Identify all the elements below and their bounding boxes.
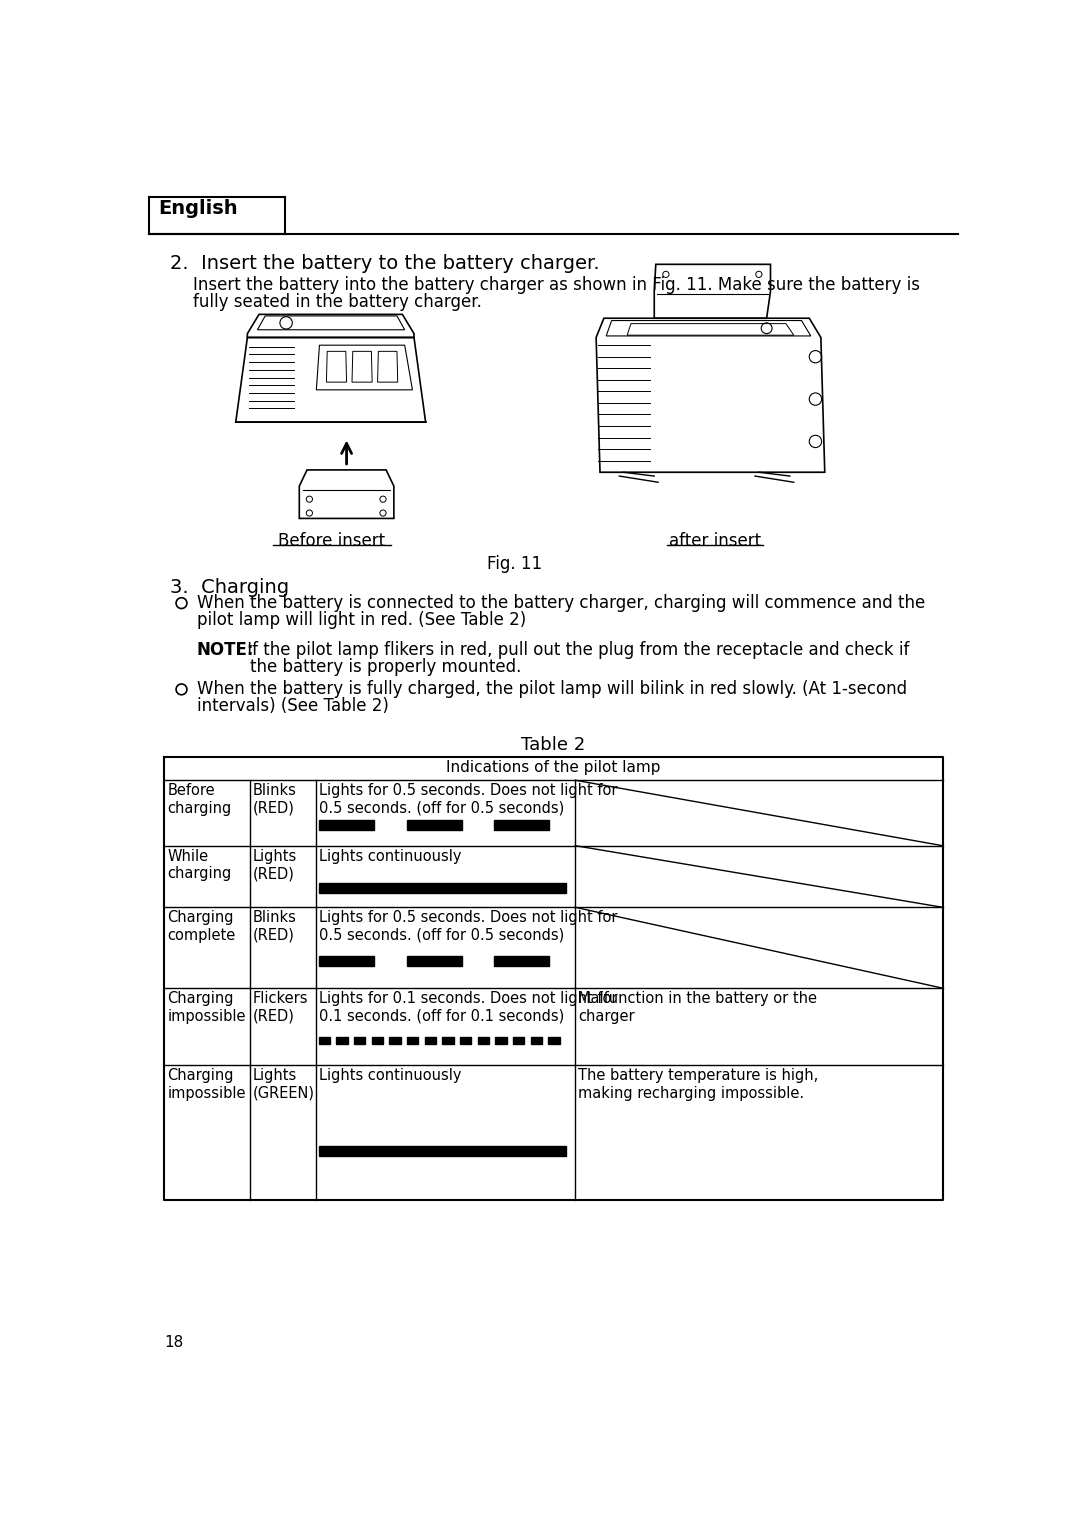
Text: Before
charging: Before charging — [167, 783, 232, 815]
Text: When the battery is connected to the battery charger, charging will commence and: When the battery is connected to the bat… — [197, 593, 926, 612]
Bar — [319, 882, 566, 893]
Text: 2.  Insert the battery to the battery charger.: 2. Insert the battery to the battery cha… — [170, 254, 599, 274]
Bar — [443, 1037, 454, 1044]
Text: Lights for 0.1 seconds. Does not light for
0.1 seconds. (off for 0.1 seconds): Lights for 0.1 seconds. Does not light f… — [319, 991, 617, 1023]
Bar — [513, 1037, 524, 1044]
Text: Lights for 0.5 seconds. Does not light for
0.5 seconds. (off for 0.5 seconds): Lights for 0.5 seconds. Does not light f… — [319, 910, 617, 943]
Bar — [460, 1037, 471, 1044]
Text: fully seated in the battery charger.: fully seated in the battery charger. — [193, 294, 482, 310]
Text: Lights continuously: Lights continuously — [319, 849, 461, 864]
Bar — [319, 820, 374, 830]
Text: When the battery is fully charged, the pilot lamp will bilink in red slowly. (At: When the battery is fully charged, the p… — [197, 680, 907, 699]
Text: after insert: after insert — [669, 532, 760, 550]
Bar — [336, 1037, 348, 1044]
Bar — [530, 1037, 542, 1044]
Text: Table 2: Table 2 — [522, 737, 585, 754]
Text: NOTE:: NOTE: — [197, 641, 255, 659]
Text: Malfunction in the battery or the
charger: Malfunction in the battery or the charge… — [578, 991, 818, 1023]
Bar — [495, 820, 550, 830]
Text: 3.  Charging: 3. Charging — [170, 578, 289, 596]
Text: Lights
(RED): Lights (RED) — [253, 849, 297, 881]
Text: The battery temperature is high,
making recharging impossible.: The battery temperature is high, making … — [578, 1069, 819, 1101]
Bar — [477, 1037, 489, 1044]
Text: Blinks
(RED): Blinks (RED) — [253, 783, 297, 815]
Text: 18: 18 — [164, 1335, 184, 1350]
Text: Before insert: Before insert — [278, 532, 384, 550]
Text: Charging
complete: Charging complete — [167, 910, 235, 943]
Text: Fig. 11: Fig. 11 — [487, 555, 542, 573]
Text: intervals) (See Table 2): intervals) (See Table 2) — [197, 697, 389, 716]
Text: Insert the battery into the battery charger as shown in Fig. 11. Make sure the b: Insert the battery into the battery char… — [193, 275, 920, 294]
Bar — [372, 1037, 383, 1044]
Text: If the pilot lamp flikers in red, pull out the plug from the receptacle and chec: If the pilot lamp flikers in red, pull o… — [242, 641, 909, 659]
Text: Lights for 0.5 seconds. Does not light for
0.5 seconds. (off for 0.5 seconds): Lights for 0.5 seconds. Does not light f… — [319, 783, 617, 815]
Bar — [407, 1037, 418, 1044]
Bar — [389, 1037, 401, 1044]
Bar — [496, 1037, 507, 1044]
Bar — [319, 956, 374, 966]
Bar — [354, 1037, 365, 1044]
Bar — [406, 956, 461, 966]
Text: Lights
(GREEN): Lights (GREEN) — [253, 1069, 314, 1101]
Bar — [495, 956, 550, 966]
Bar — [319, 1037, 330, 1044]
Text: Indications of the pilot lamp: Indications of the pilot lamp — [446, 760, 661, 775]
Text: Charging
impossible: Charging impossible — [167, 991, 246, 1023]
Text: the battery is properly mounted.: the battery is properly mounted. — [249, 657, 521, 676]
Text: English: English — [159, 199, 238, 217]
Text: Lights continuously: Lights continuously — [319, 1069, 461, 1083]
Text: Charging
impossible: Charging impossible — [167, 1069, 246, 1101]
Bar — [319, 1145, 566, 1156]
Text: Flickers
(RED): Flickers (RED) — [253, 991, 308, 1023]
Bar — [424, 1037, 436, 1044]
Text: While
charging: While charging — [167, 849, 232, 881]
Text: pilot lamp will light in red. (See Table 2): pilot lamp will light in red. (See Table… — [197, 610, 526, 628]
Bar — [549, 1037, 559, 1044]
Text: Blinks
(RED): Blinks (RED) — [253, 910, 297, 943]
Bar — [406, 820, 461, 830]
